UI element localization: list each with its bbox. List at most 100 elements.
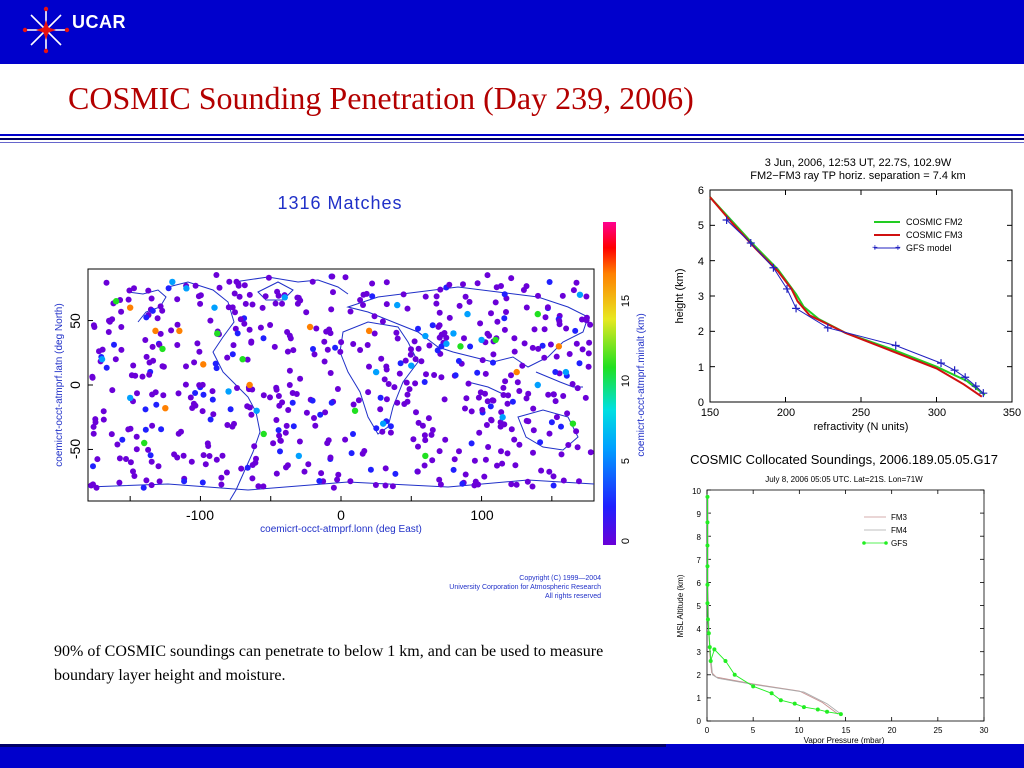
vapor-ytick-label: 4 (697, 625, 702, 634)
map-sounding-point (303, 409, 310, 416)
map-sounding-point (516, 441, 523, 448)
map-sounding-point (231, 290, 238, 297)
colorbar-tick-label: 5 (620, 458, 632, 464)
gfs-marker (979, 389, 988, 398)
map-sounding-point (103, 364, 110, 371)
map-sounding-point (579, 316, 585, 323)
map-sounding-point (450, 466, 457, 473)
map-sounding-point (174, 342, 181, 348)
map-sounding-point (426, 342, 433, 349)
map-sounding-point (296, 438, 303, 445)
map-sounding-point (197, 300, 204, 307)
map-sounding-point (404, 398, 411, 405)
map-sounding-point (350, 401, 357, 408)
map-sounding-point (548, 419, 555, 426)
map-sounding-point (546, 468, 553, 475)
map-sounding-point (149, 307, 156, 314)
map-sounding-point (363, 290, 370, 297)
map-sounding-point (180, 452, 187, 459)
map-sounding-point (572, 327, 579, 334)
map-sounding-point (229, 423, 236, 430)
legend-label: COSMIC FM3 (906, 230, 963, 240)
map-sounding-point (325, 437, 332, 444)
map-sounding-point (112, 356, 119, 363)
vapor-ytick-label: 2 (697, 671, 702, 680)
map-sounding-point (274, 288, 281, 295)
vapor-tick-marks (706, 489, 985, 722)
gfs-point (708, 658, 713, 663)
refr-ytick-label: 4 (698, 256, 704, 268)
refractivity-x-ticks: 150 200 250 300 350 (701, 407, 1021, 419)
map-sounding-point (337, 348, 344, 355)
map-sounding-point (309, 278, 316, 285)
map-sounding-point (350, 341, 357, 347)
map-sounding-point (355, 397, 362, 404)
map-sounding-point (226, 278, 233, 285)
map-sounding-point (412, 380, 419, 387)
map-sounding-point (530, 427, 537, 434)
map-ytick-label: 50 (67, 313, 83, 329)
refr-ytick-label: 2 (698, 326, 704, 338)
map-sounding-point (328, 306, 335, 313)
map-sounding-point (214, 330, 221, 337)
map-sounding-point (267, 322, 274, 328)
map-sounding-point (297, 375, 304, 382)
map-sounding-point (206, 453, 213, 459)
map-sounding-point (582, 394, 589, 401)
map-sounding-point (565, 442, 572, 448)
gfs-marker (823, 323, 832, 332)
map-sounding-point (436, 309, 443, 316)
map-sounding-point (466, 298, 473, 305)
map-sounding-point (441, 396, 448, 403)
map-sounding-point (457, 343, 464, 350)
map-sounding-point (334, 476, 341, 483)
map-sounding-point (413, 409, 419, 416)
map-sounding-point (192, 390, 199, 396)
map-sounding-point (488, 310, 494, 317)
map-sounding-point (468, 440, 475, 447)
vapor-xtick-label: 0 (705, 726, 710, 735)
map-sounding-point (542, 314, 549, 321)
map-sounding-point (128, 372, 135, 379)
map-sounding-point (130, 362, 137, 369)
map-sounding-point (423, 371, 429, 378)
gfs-point (751, 684, 756, 689)
map-sounding-point (553, 414, 560, 421)
map-sounding-point (327, 370, 334, 376)
legend-label: GFS (891, 539, 907, 548)
gfs-point (838, 712, 843, 717)
refractivity-y-ticks: 0 1 2 3 4 5 6 (698, 185, 704, 409)
map-sounding-point (194, 340, 201, 347)
map-sounding-point (433, 293, 440, 300)
map-sounding-point (422, 293, 429, 300)
map-sounding-point (437, 286, 444, 293)
map-sounding-point (412, 356, 419, 363)
map-sounding-point (441, 330, 448, 336)
map-sounding-point (289, 399, 296, 406)
map-sounding-point (559, 292, 566, 299)
map-sounding-point (130, 468, 136, 475)
map-sounding-point (576, 478, 582, 485)
legend-label: GFS model (906, 243, 952, 253)
map-sounding-point (241, 282, 248, 289)
map-sounding-point (377, 394, 384, 401)
map-sounding-point (249, 475, 256, 482)
map-sounding-point (531, 326, 538, 333)
map-sounding-point (378, 355, 385, 362)
map-sounding-point (219, 452, 226, 459)
map-sounding-point (275, 393, 282, 399)
map-sounding-point (576, 291, 584, 298)
map-sounding-point (410, 436, 417, 443)
map-sounding-point (555, 343, 563, 350)
refr-ytick-label: 5 (698, 220, 704, 232)
map-sounding-point (125, 296, 132, 303)
map-sounding-point (486, 332, 493, 339)
map-sounding-point (359, 450, 366, 457)
map-sounding-point (494, 318, 501, 325)
map-sounding-point (143, 314, 150, 321)
map-sounding-point (586, 339, 593, 346)
copyright-line: University Corporation for Atmospheric R… (449, 584, 601, 591)
map-sounding-point (392, 470, 399, 477)
gfs-point (778, 698, 783, 703)
map-sounding-point (351, 407, 359, 414)
